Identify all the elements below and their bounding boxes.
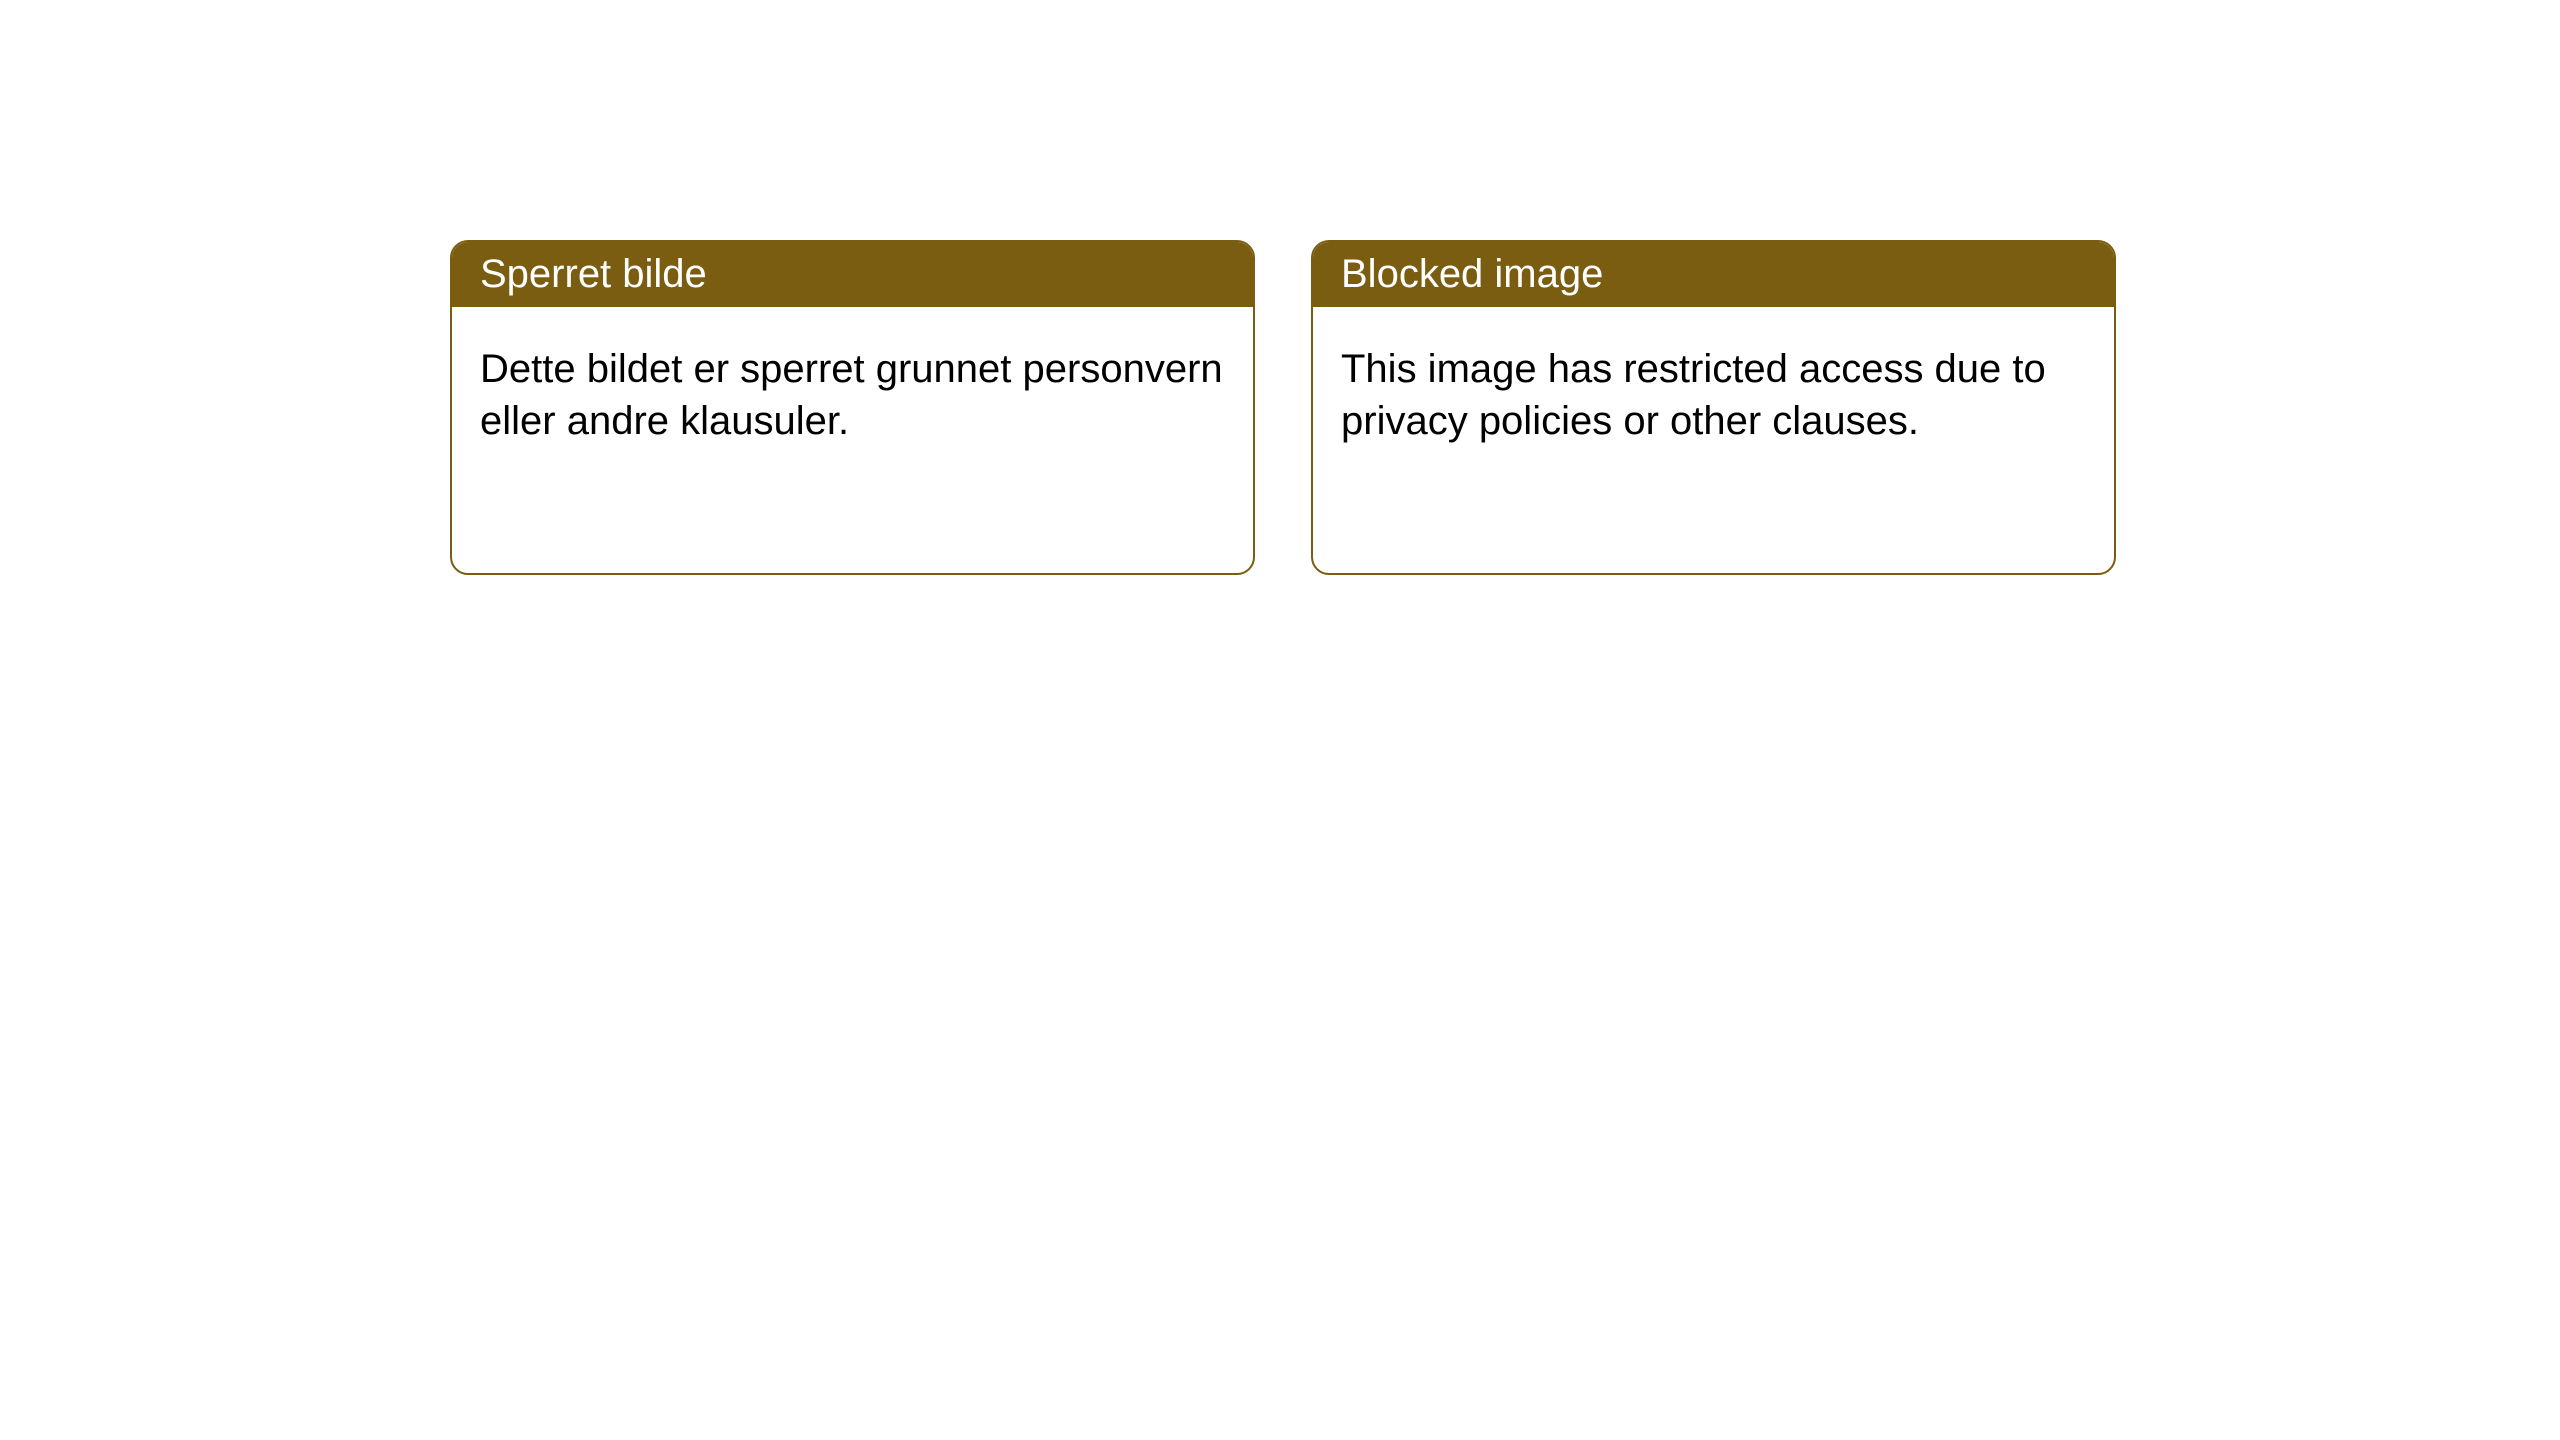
notice-title-no: Sperret bilde — [452, 242, 1253, 307]
notice-body-no: Dette bildet er sperret grunnet personve… — [452, 307, 1253, 483]
notice-card-no: Sperret bilde Dette bildet er sperret gr… — [450, 240, 1255, 575]
notice-card-en: Blocked image This image has restricted … — [1311, 240, 2116, 575]
notice-title-en: Blocked image — [1313, 242, 2114, 307]
notices-container: Sperret bilde Dette bildet er sperret gr… — [0, 0, 2560, 575]
notice-body-en: This image has restricted access due to … — [1313, 307, 2114, 483]
